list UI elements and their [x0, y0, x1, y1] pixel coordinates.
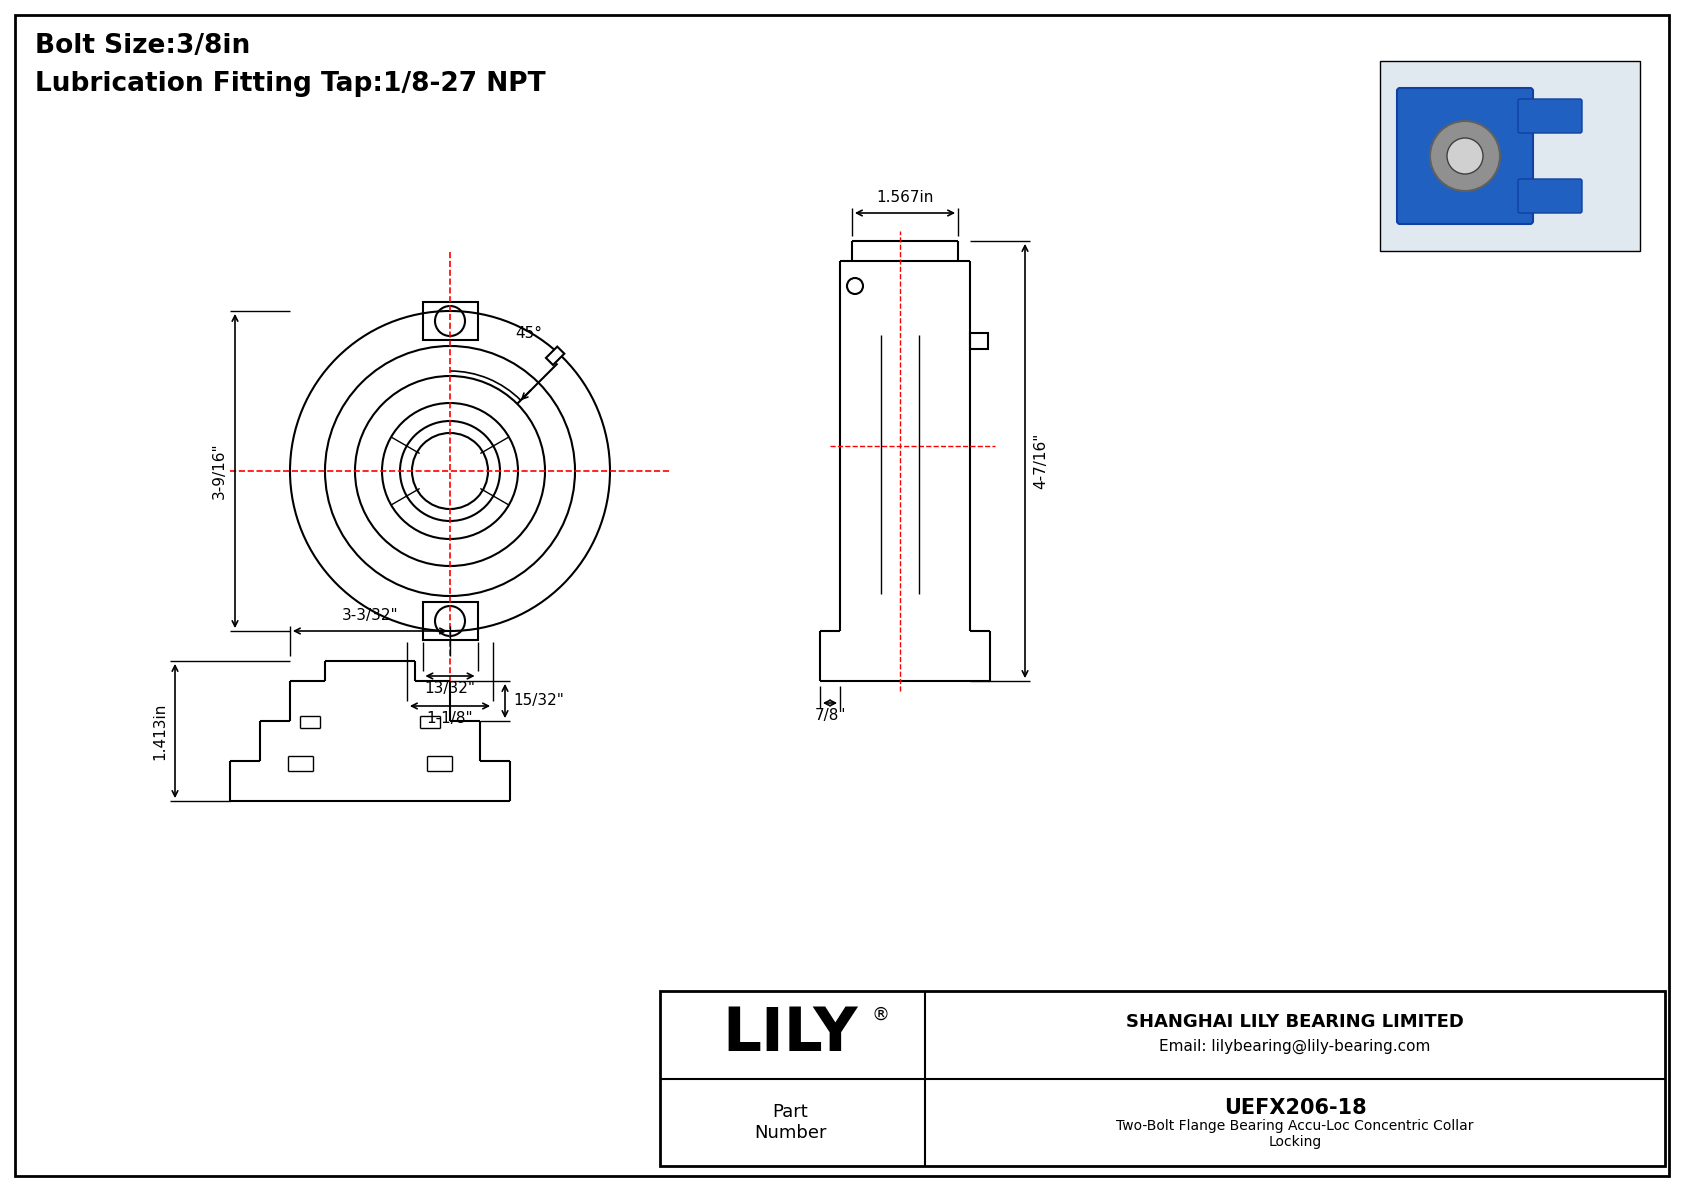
Text: 3-3/32": 3-3/32"	[342, 607, 399, 623]
FancyBboxPatch shape	[1517, 99, 1581, 133]
Bar	[546, 347, 564, 364]
Text: 7/8": 7/8"	[815, 707, 845, 723]
Text: 1-1/8": 1-1/8"	[426, 711, 473, 727]
Text: Bolt Size:3/8in: Bolt Size:3/8in	[35, 33, 251, 60]
Circle shape	[1430, 121, 1500, 191]
Bar	[1379, 61, 1640, 251]
Text: UEFX206-18: UEFX206-18	[1224, 1098, 1366, 1118]
Text: 1.567in: 1.567in	[876, 191, 933, 205]
Text: 3-9/16": 3-9/16"	[212, 443, 227, 499]
Text: 13/32": 13/32"	[424, 681, 475, 696]
Text: 15/32": 15/32"	[514, 693, 564, 709]
Text: Two-Bolt Flange Bearing Accu-Loc Concentric Collar
Locking: Two-Bolt Flange Bearing Accu-Loc Concent…	[1116, 1120, 1474, 1149]
Text: SHANGHAI LILY BEARING LIMITED: SHANGHAI LILY BEARING LIMITED	[1127, 1012, 1463, 1030]
Bar	[423, 601, 478, 640]
FancyBboxPatch shape	[1517, 179, 1581, 213]
Bar	[423, 303, 478, 339]
Text: Email: lilybearing@lily-bearing.com: Email: lilybearing@lily-bearing.com	[1159, 1040, 1431, 1054]
Text: LILY: LILY	[722, 1005, 857, 1065]
Text: ®: ®	[871, 1005, 889, 1024]
Bar	[660, 991, 1665, 1166]
Text: 45°: 45°	[515, 326, 542, 341]
Text: Lubrication Fitting Tap:1/8-27 NPT: Lubrication Fitting Tap:1/8-27 NPT	[35, 71, 546, 96]
Circle shape	[1447, 138, 1484, 174]
FancyBboxPatch shape	[1398, 88, 1532, 224]
Text: Part
Number: Part Number	[754, 1103, 827, 1142]
Text: 4-7/16": 4-7/16"	[1032, 432, 1047, 490]
Bar	[970, 333, 989, 349]
Text: 1.413in: 1.413in	[152, 703, 167, 760]
